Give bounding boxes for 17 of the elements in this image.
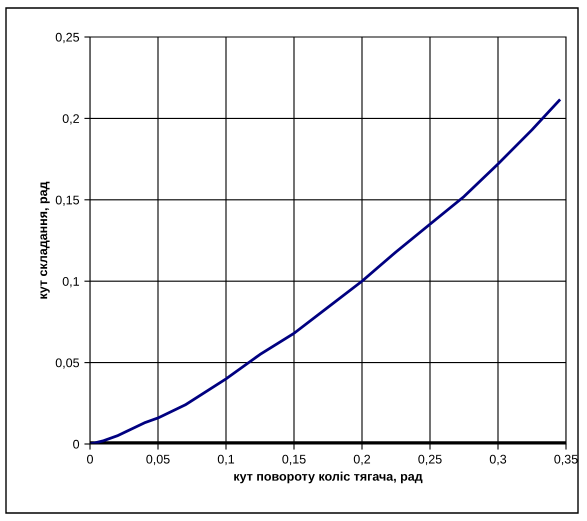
x-tick-label: 0,25 [418, 454, 442, 466]
y-tick-label: 0,1 [62, 277, 79, 288]
x-tick-label: 0,05 [146, 454, 170, 466]
y-tick-label: 0,25 [56, 32, 80, 44]
x-tick-label: 0,15 [282, 454, 306, 466]
x-tick-label: 0,35 [554, 454, 578, 466]
y-tick-label: 0,05 [56, 358, 80, 369]
x-tick-label: 0,1 [218, 454, 234, 466]
y-tick-label: 0 [73, 440, 80, 449]
y-axis-title: кут складання, рад [40, 182, 50, 299]
x-tick-label: 0,2 [354, 454, 370, 466]
y-tick-label: 0,15 [56, 196, 80, 206]
x-tick-label: 0 [87, 454, 93, 464]
line-series [90, 99, 561, 444]
y-tick-label: 0,2 [62, 114, 79, 125]
x-axis-title: кут повороту коліс тягача, рад [234, 472, 422, 484]
x-tick-label: 0,3 [490, 454, 506, 466]
